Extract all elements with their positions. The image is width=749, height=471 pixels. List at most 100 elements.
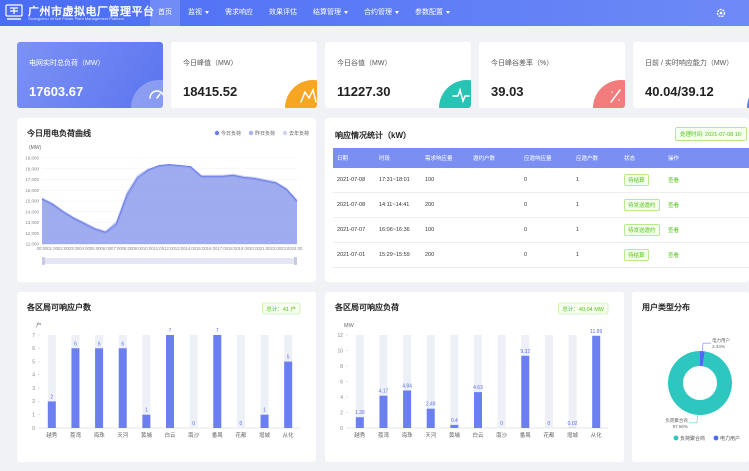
x-tick-label: 黄埔	[449, 431, 461, 439]
legend-dot	[283, 131, 287, 135]
menu-label[interactable]: 结算管理	[313, 9, 341, 16]
menu-label[interactable]: 参数配置	[415, 9, 443, 16]
menu-item[interactable]: 需求响应	[217, 0, 261, 26]
menu-item[interactable]: 合约管理	[356, 0, 407, 26]
table-cell: 14:11~14:41	[375, 193, 421, 218]
chart: 各区局可响应负荷总计：40.04 MWMW0246810121.39越秀4.17…	[325, 292, 624, 462]
capacity-panel: 各区局可响应负荷总计：40.04 MWMW0246810121.39越秀4.17…	[325, 292, 624, 462]
kpi-icon	[745, 68, 749, 108]
data-label: 4.84	[402, 383, 412, 389]
data-label: 0	[240, 421, 243, 427]
table-cell: 200	[421, 193, 469, 218]
menu-label[interactable]: 合约管理	[364, 9, 392, 16]
panel-title: 用户类型分布	[641, 302, 690, 312]
x-tick-label: 黄埔	[141, 431, 153, 439]
total-tag: 总计：41 户	[266, 305, 296, 313]
view-link[interactable]: 查看	[668, 203, 679, 209]
menu-item[interactable]: 首页	[150, 0, 180, 26]
legend-label: 负荷聚合商	[680, 435, 705, 442]
status-tag: 待结算	[624, 174, 649, 186]
bar-background	[237, 335, 245, 428]
menu-label[interactable]: 监视	[188, 9, 202, 16]
menu-item[interactable]: 结算管理	[305, 0, 356, 26]
load-panel: 今日用电负荷曲线(MW)11,00012,00013,00014,00015,0…	[17, 118, 316, 282]
menu-label[interactable]: 需求响应	[225, 9, 253, 16]
column-header: 应邀户数	[572, 148, 620, 168]
x-tick-label: 从化	[283, 431, 295, 439]
response-panel: 响应情况统计（kW） 处理时间: 2021-07-08 16: 日期时段需求响应…	[325, 118, 749, 282]
bar	[427, 409, 435, 428]
table-cell: 1	[572, 193, 620, 218]
table-cell: 查看	[664, 168, 749, 193]
data-label: 4.17	[379, 389, 389, 395]
x-tick-label: 花都	[235, 431, 247, 439]
kpi-label: 今日峰值（MW）	[183, 58, 237, 68]
kpi-icon	[437, 68, 471, 108]
menu-label[interactable]: 首页	[158, 9, 172, 16]
x-tick-label: 白云	[164, 431, 176, 439]
kpi-icon	[283, 68, 317, 108]
view-link[interactable]: 查看	[668, 178, 679, 184]
table-cell: 查看	[664, 243, 749, 268]
data-label: 4.63	[473, 385, 483, 391]
panel-title: 今日用电负荷曲线	[26, 128, 91, 138]
column-header: 应邀响应量	[520, 148, 572, 168]
bar	[450, 425, 458, 428]
icon-bg	[593, 80, 625, 108]
view-link[interactable]: 查看	[668, 228, 679, 234]
legend-dot	[674, 436, 679, 441]
settings-icon[interactable]	[716, 8, 726, 18]
table-cell: 2021-07-08	[333, 193, 375, 218]
y-tick-label: 0	[32, 426, 35, 432]
bar	[261, 415, 269, 428]
data-label: 9.32	[520, 349, 530, 355]
area-fill	[42, 164, 297, 244]
table-cell: 1	[572, 218, 620, 243]
menu-item[interactable]: 效果评估	[261, 0, 305, 26]
data-label: 1	[145, 408, 148, 414]
data-label: 6	[98, 341, 101, 347]
slice-name: 负荷聚合商	[665, 417, 688, 424]
data-label: 6	[74, 341, 77, 347]
table-cell: 0	[520, 193, 572, 218]
panel-title: 响应情况统计（kW）	[335, 130, 411, 141]
menu-caret	[205, 11, 209, 14]
kpi-label: 日前 / 实时响应能力（MW）	[645, 58, 733, 68]
menu-caret	[446, 11, 450, 14]
menu-caret	[395, 11, 399, 14]
table-cell: 0	[520, 168, 572, 193]
chart: 各区局可响应户数总计：41 户户012345672越秀6荔湾6海珠6天河1黄埔7…	[17, 292, 316, 462]
x-tick-label: 番禺	[520, 432, 531, 439]
menu-item[interactable]: 监视	[180, 0, 217, 26]
menu-item[interactable]: 参数配置	[407, 0, 458, 26]
y-tick-label: 13,000	[25, 220, 39, 225]
table-row: 2021-07-0716:06~16:3610001待发送邀约查看	[333, 218, 749, 243]
y-tick-label: 5	[32, 359, 35, 365]
bar	[474, 392, 482, 428]
bar-background	[498, 335, 506, 428]
menu-label[interactable]: 效果评估	[269, 9, 297, 16]
y-tick-label: 3	[32, 386, 35, 392]
view-link[interactable]: 查看	[668, 253, 679, 259]
bar	[119, 348, 127, 428]
table-cell: 200	[421, 243, 469, 268]
bar	[95, 348, 103, 428]
kpi-value: 18415.52	[183, 84, 237, 99]
legend-dot	[714, 436, 719, 441]
top-nav: 广州市虚拟电厂管理平台 Guangzhou Virtual Power Plan…	[0, 0, 749, 26]
data-label: 7	[169, 328, 172, 334]
kpi-label: 电网实时总负荷（MW）	[29, 58, 104, 68]
slice-name: 电力用户	[712, 337, 730, 344]
data-label: 0	[192, 421, 195, 427]
y-tick-label: 14,000	[25, 209, 39, 214]
chart: 今日用电负荷曲线(MW)11,00012,00013,00014,00015,0…	[17, 118, 316, 282]
table-cell	[469, 193, 520, 218]
kpi-card: 今日峰谷差率（%）39.03	[479, 42, 625, 108]
bar	[71, 348, 79, 428]
data-label: 0.02	[568, 421, 578, 427]
column-header: 需求响应量	[421, 148, 469, 168]
slice-value-label: 97.56%	[673, 424, 688, 429]
y-axis-label: MW	[344, 323, 355, 329]
x-tick-label: 10:00	[143, 246, 154, 251]
